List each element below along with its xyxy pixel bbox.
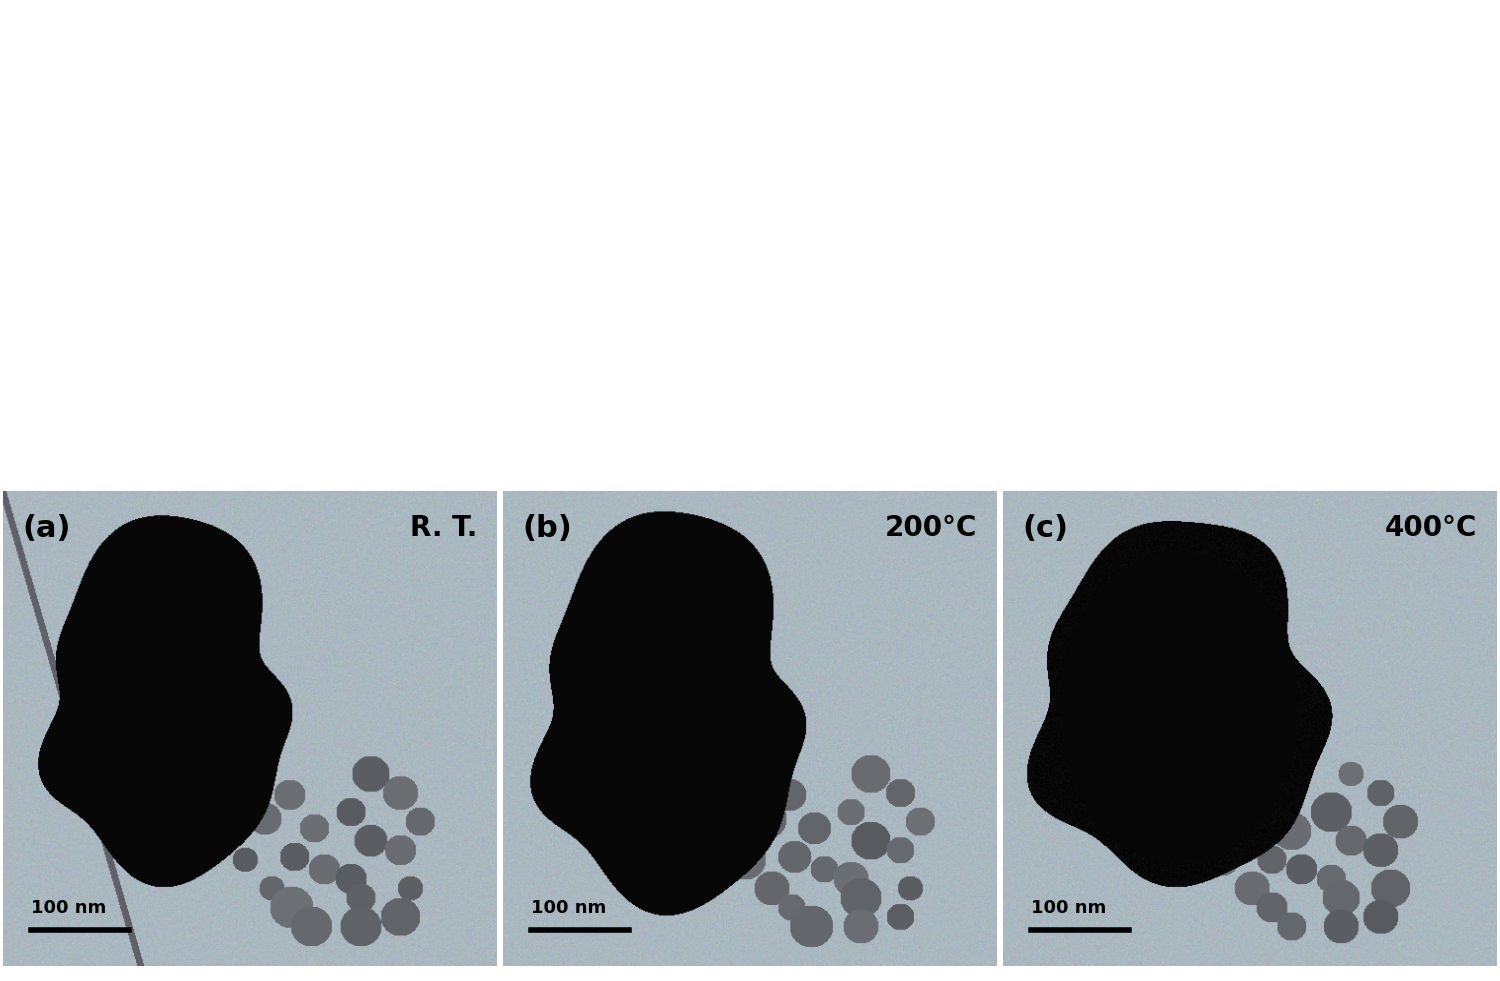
- Text: 100 nm: 100 nm: [531, 899, 606, 917]
- Text: 100 nm: 100 nm: [30, 899, 106, 917]
- Text: (b): (b): [524, 514, 573, 543]
- Text: (c): (c): [1023, 514, 1070, 543]
- Text: R. T.: R. T.: [410, 514, 477, 542]
- Text: 100 nm: 100 nm: [1030, 899, 1106, 917]
- Text: (a): (a): [22, 514, 72, 543]
- Text: 400°C: 400°C: [1384, 514, 1478, 542]
- Text: 200°C: 200°C: [885, 514, 977, 542]
